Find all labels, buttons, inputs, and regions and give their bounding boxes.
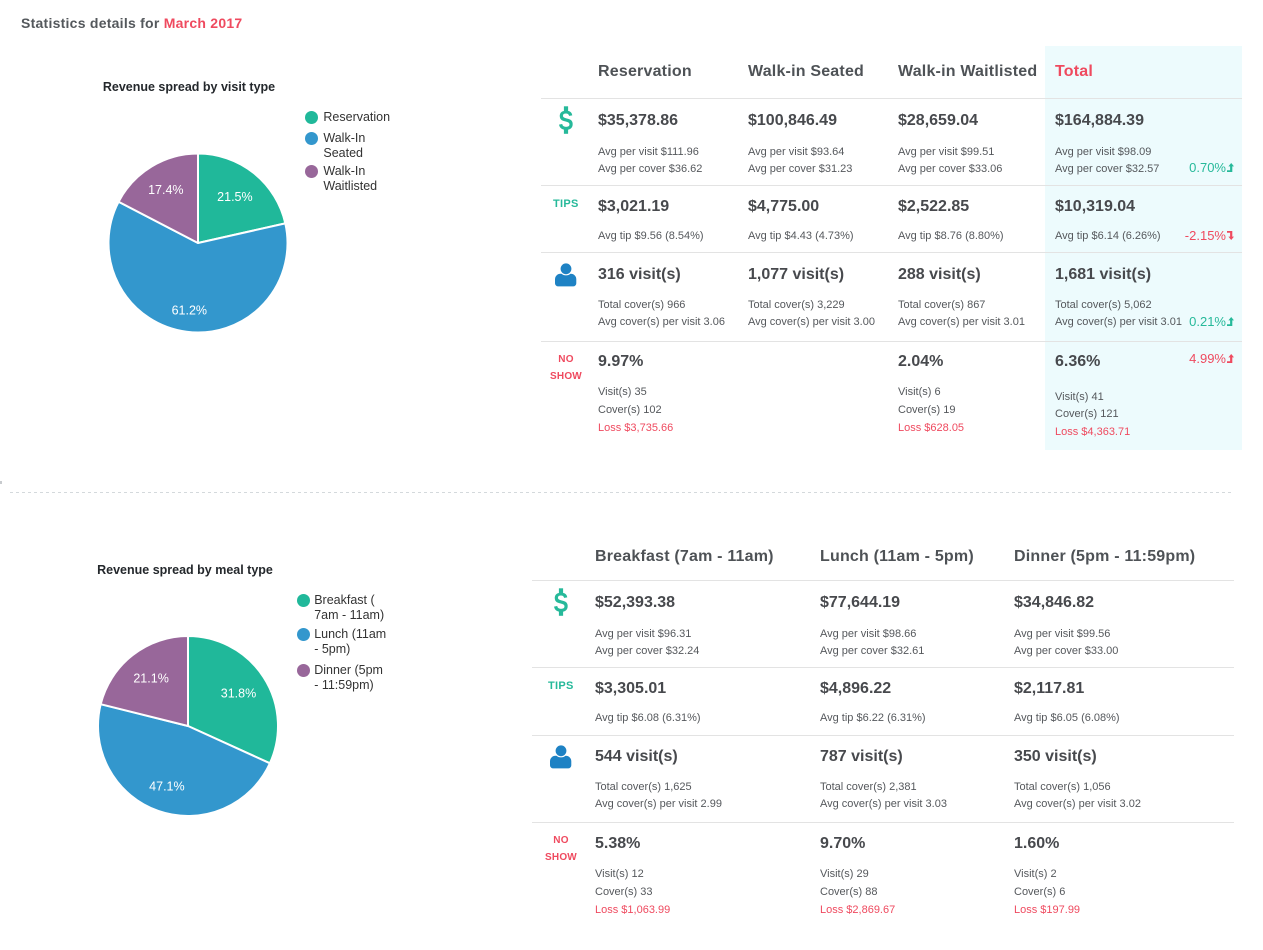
svg-text:47.1%: 47.1% bbox=[149, 779, 184, 793]
svg-text:21.5%: 21.5% bbox=[217, 190, 252, 204]
svg-text:S: S bbox=[553, 588, 568, 616]
svg-text:21.1%: 21.1% bbox=[133, 672, 168, 686]
svg-text:17.4%: 17.4% bbox=[148, 183, 183, 197]
svg-text:31.8%: 31.8% bbox=[221, 687, 256, 701]
svg-text:61.2%: 61.2% bbox=[172, 304, 207, 318]
svg-text:S: S bbox=[559, 106, 574, 134]
